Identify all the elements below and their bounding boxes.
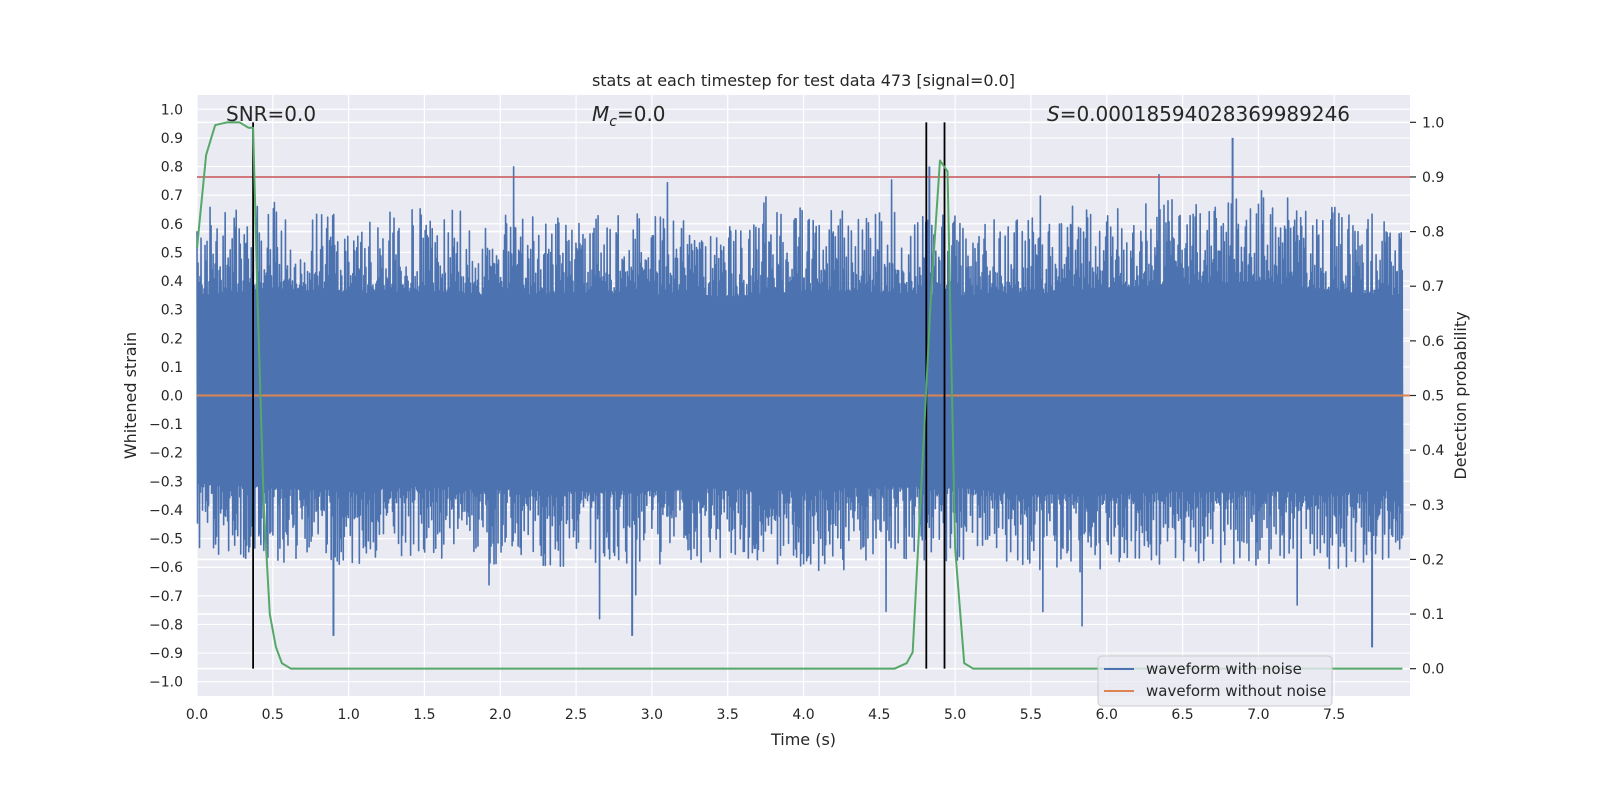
x-tick-label: 6.0 — [1096, 707, 1118, 723]
mc-subscript: c — [609, 114, 617, 130]
y2-tick-label: 0.0 — [1422, 662, 1444, 678]
chart-title: stats at each timestep for test data 473… — [592, 71, 1015, 90]
y-tick-label: 0.8 — [161, 160, 183, 176]
s-symbol: S — [1047, 102, 1060, 126]
legend-label: waveform without noise — [1146, 682, 1326, 700]
x-tick-label: 4.0 — [792, 707, 814, 723]
y-tick-label: 1.0 — [161, 102, 183, 118]
x-tick-label: 6.5 — [1171, 707, 1193, 723]
x-tick-label: 4.5 — [868, 707, 890, 723]
y2-tick-label: 0.7 — [1422, 279, 1444, 295]
y-tick-label: 0.3 — [161, 303, 183, 319]
x-tick-label: 2.0 — [489, 707, 511, 723]
y-tick-label: 0.4 — [161, 274, 183, 290]
y2-tick-label: 0.2 — [1422, 552, 1444, 568]
x-tick-label: 2.5 — [565, 707, 587, 723]
axes: 0.0 0.5 1.0 1.5 2.0 2.5 3.0 3.5 4.0 4.5 5.0 5.5 6.0 6… — [149, 102, 1444, 723]
legend: waveform with noise waveform without nois… — [1097, 655, 1333, 707]
y-tick-label: −0.5 — [149, 532, 183, 548]
y-tick-label: −0.4 — [149, 503, 183, 519]
series-detection-probability — [196, 121, 1403, 670]
y-tick-label: 0.2 — [161, 331, 183, 347]
y-tick-label: −0.2 — [149, 446, 183, 462]
x-tick-label: 0.0 — [186, 707, 208, 723]
y2-tick-label: 0.4 — [1422, 443, 1444, 459]
y-axis-label: Whitened strain — [121, 332, 140, 459]
y2-tick-label: 0.6 — [1422, 334, 1444, 350]
y2-tick-label: 0.8 — [1422, 225, 1444, 241]
s-value: =0.00018594028369989246 — [1060, 102, 1350, 126]
y-tick-label: −0.3 — [149, 474, 183, 490]
y-tick-label: 0.5 — [161, 245, 183, 261]
mc-symbol: M — [592, 102, 609, 126]
legend-label: waveform with noise — [1146, 660, 1302, 678]
y-tick-label: −0.8 — [149, 617, 183, 633]
y-tick-label: 0.1 — [161, 360, 183, 376]
x-tick-label: 7.0 — [1247, 707, 1269, 723]
plot-content — [196, 121, 1410, 670]
x-tick-label: 0.5 — [262, 707, 284, 723]
x-axis-label: Time (s) — [770, 730, 836, 749]
y-tick-label: 0.9 — [161, 131, 183, 147]
annotation-chirp-mass: Mc=0.0 — [592, 102, 666, 130]
x-tick-label: 3.5 — [717, 707, 739, 723]
x-tick-label: 5.5 — [1020, 707, 1042, 723]
x-tick-label: 1.5 — [413, 707, 435, 723]
y2-tick-label: 0.1 — [1422, 607, 1444, 623]
annotation-snr: SNR=0.0 — [226, 102, 316, 126]
annotation-statistic: S=0.00018594028369989246 — [1047, 102, 1350, 126]
mc-value: =0.0 — [617, 102, 666, 126]
x-tick-label: 3.0 — [641, 707, 663, 723]
y2-tick-label: 0.5 — [1422, 389, 1444, 405]
y-tick-label: −0.9 — [149, 646, 183, 662]
y-tick-label: −0.6 — [149, 560, 183, 576]
y2-axis-label: Detection probability — [1451, 311, 1470, 479]
y-tick-label: −0.1 — [149, 417, 183, 433]
y2-tick-label: 1.0 — [1422, 115, 1444, 131]
x-tick-label: 1.0 — [337, 707, 359, 723]
x-tick-label: 5.0 — [944, 707, 966, 723]
legend-frame — [1097, 655, 1333, 707]
series-waveform-with-noise — [196, 166, 1404, 627]
x-tick-label: 7.5 — [1323, 707, 1345, 723]
y2-tick-label: 0.9 — [1422, 170, 1444, 186]
y2-tick-label: 0.3 — [1422, 498, 1444, 514]
y-tick-label: 0.6 — [161, 217, 183, 233]
y-tick-label: −1.0 — [149, 675, 183, 691]
y-tick-label: 0.7 — [161, 188, 183, 204]
y-tick-label: −0.7 — [149, 589, 183, 605]
y-tick-label: 0.0 — [161, 389, 183, 405]
